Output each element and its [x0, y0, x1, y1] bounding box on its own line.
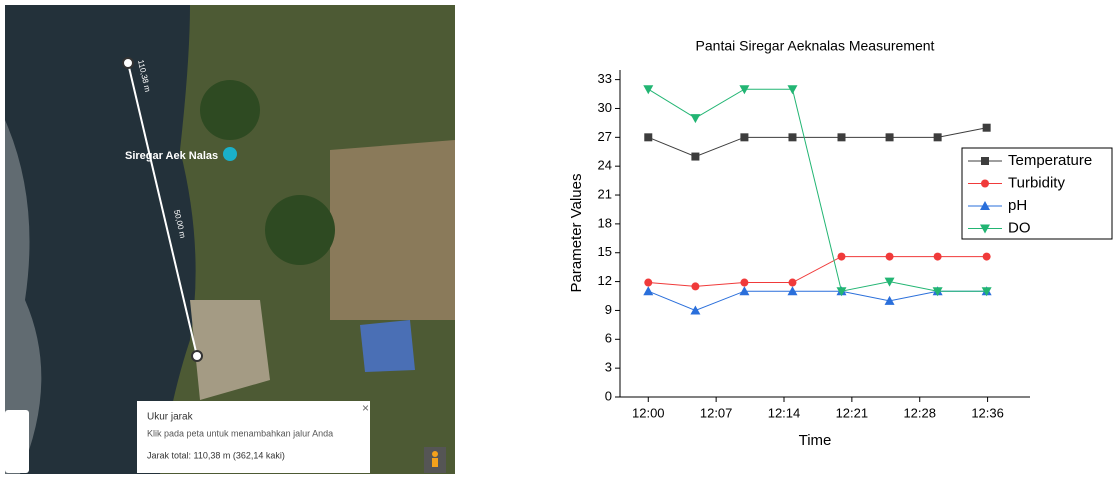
data-point [690, 114, 701, 124]
y-tick-label: 27 [598, 129, 612, 144]
panel-hint: Klik pada peta untuk menambahkan jalur A… [147, 428, 333, 438]
data-point [981, 287, 992, 297]
map-field [330, 140, 455, 320]
close-icon[interactable]: × [362, 401, 369, 415]
data-point [982, 252, 991, 261]
data-point [787, 85, 798, 95]
x-tick-label: 12:14 [768, 405, 801, 420]
y-tick-label: 0 [605, 388, 612, 403]
legend-marker [981, 157, 989, 165]
y-tick-label: 18 [598, 215, 612, 230]
data-point [644, 133, 653, 142]
data-point [740, 278, 749, 287]
chart-title: Pantai Siregar Aeknalas Measurement [696, 38, 935, 54]
x-tick-label: 12:21 [836, 405, 869, 420]
data-point [788, 278, 797, 287]
data-point [933, 133, 942, 142]
data-point [885, 133, 894, 142]
data-point [787, 286, 798, 296]
measure-point[interactable] [191, 350, 203, 362]
pegman [432, 451, 438, 457]
data-point [644, 278, 653, 287]
x-tick-label: 12:07 [700, 405, 733, 420]
measure-point[interactable] [122, 57, 134, 69]
data-point [884, 277, 895, 287]
data-point [884, 295, 895, 305]
place-label: Siregar Aek Nalas [125, 150, 218, 162]
place-icon[interactable] [223, 147, 237, 161]
data-point [837, 252, 846, 261]
y-tick-label: 6 [605, 331, 612, 346]
y-axis-title: Parameter Values [568, 174, 585, 293]
data-point [643, 85, 654, 95]
legend-marker [980, 224, 990, 234]
data-point [739, 286, 750, 296]
y-tick-label: 15 [598, 244, 612, 259]
data-point [691, 152, 700, 161]
data-point [932, 287, 943, 297]
data-point [836, 287, 847, 297]
legend-label: pH [1008, 197, 1027, 214]
map-clearing [190, 300, 270, 400]
x-axis-title: Time [799, 432, 832, 449]
y-tick-label: 30 [598, 100, 612, 115]
x-tick-label: 12:36 [971, 405, 1004, 420]
data-point [690, 305, 701, 315]
measure-line [127, 62, 198, 357]
map-tree [265, 195, 335, 265]
legend-label: DO [1008, 219, 1031, 236]
map: 110,38 m 50,00 m Siregar Aek Nalas × Uku… [5, 5, 455, 474]
panel-total: Jarak total: 110,38 m (362,14 kaki) [147, 450, 285, 460]
series-line [648, 256, 987, 287]
panel-title: Ukur jarak [147, 412, 194, 423]
data-point [643, 286, 654, 296]
y-tick-label: 12 [598, 273, 612, 288]
y-tick-label: 33 [598, 71, 612, 86]
data-point [982, 123, 991, 132]
y-tick-label: 24 [598, 158, 612, 173]
data-point [691, 282, 700, 291]
legend-marker [981, 179, 989, 188]
data-point [885, 252, 894, 261]
series-line [648, 290, 987, 311]
data-point [933, 252, 942, 261]
y-tick-label: 3 [605, 360, 612, 375]
map-shore [5, 120, 42, 474]
pegman [432, 458, 438, 467]
legend-label: Turbidity [1008, 174, 1065, 191]
x-tick-label: 12:28 [903, 405, 936, 420]
y-tick-label: 21 [598, 186, 612, 201]
legend-label: Temperature [1008, 152, 1092, 169]
layer-button-label: san [7, 457, 20, 466]
data-point [740, 133, 749, 142]
map-tree [200, 80, 260, 140]
series-line [648, 88, 987, 292]
measure-panel [137, 401, 370, 473]
map-roof [360, 320, 415, 372]
x-tick-label: 12:00 [632, 405, 665, 420]
data-point [837, 133, 846, 142]
data-point [739, 85, 750, 95]
y-tick-label: 9 [605, 302, 612, 317]
legend-marker [980, 201, 990, 210]
layer-button[interactable] [5, 410, 29, 473]
chart: Pantai Siregar Aeknalas Measurement Para… [568, 38, 1113, 449]
data-point [788, 133, 797, 142]
series-line [648, 127, 987, 158]
